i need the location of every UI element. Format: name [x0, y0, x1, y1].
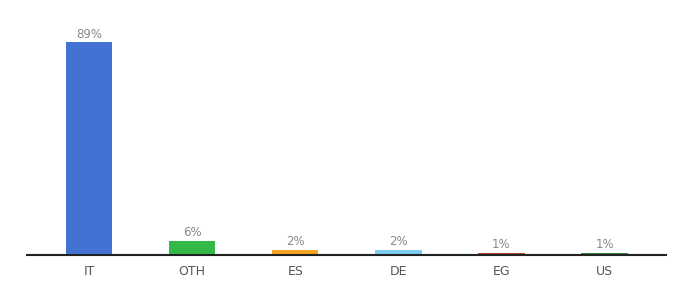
- Bar: [375, 250, 422, 255]
- Bar: [478, 253, 525, 255]
- Text: 6%: 6%: [183, 226, 201, 239]
- Bar: [66, 43, 112, 255]
- Text: 1%: 1%: [595, 238, 614, 251]
- Bar: [581, 253, 628, 255]
- Text: 2%: 2%: [286, 235, 305, 248]
- Text: 89%: 89%: [76, 28, 102, 40]
- Bar: [272, 250, 318, 255]
- Text: 2%: 2%: [389, 235, 408, 248]
- Text: 1%: 1%: [492, 238, 511, 251]
- Bar: [169, 241, 216, 255]
